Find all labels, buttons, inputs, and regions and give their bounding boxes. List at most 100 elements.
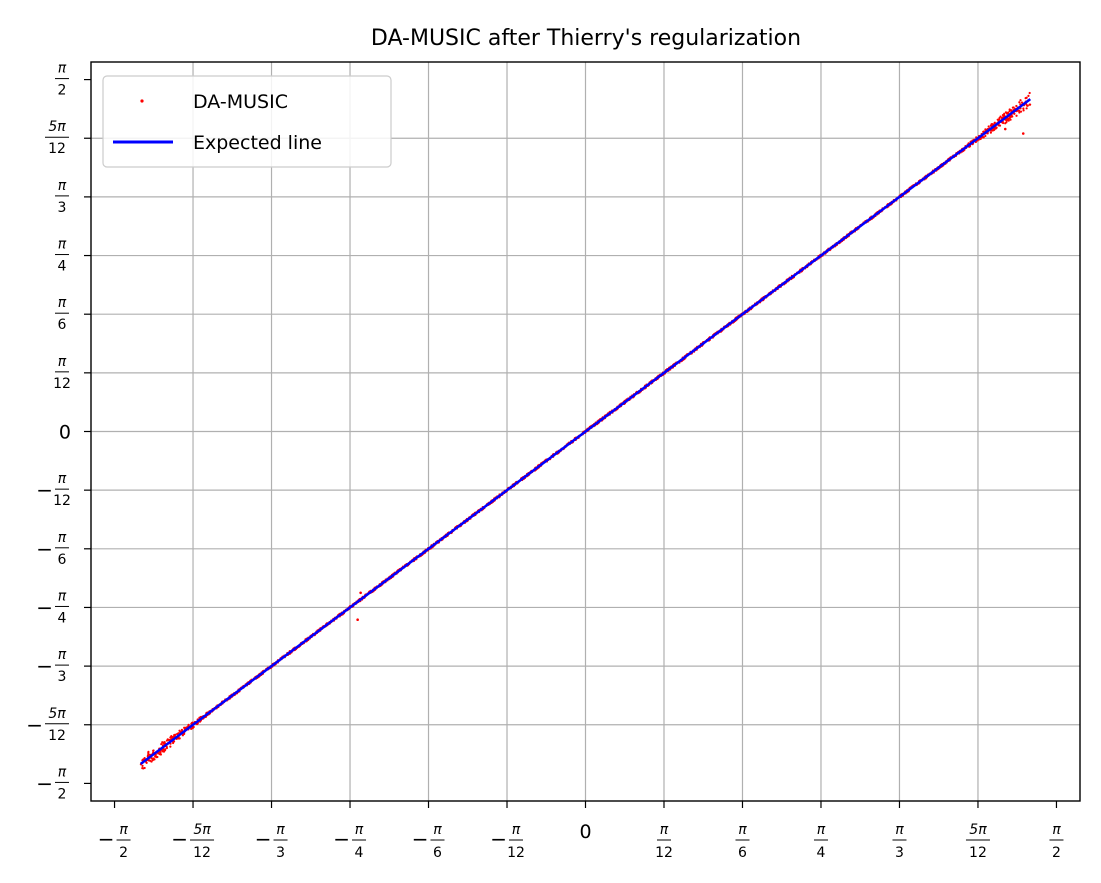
y-tick-denominator: 12: [53, 376, 71, 392]
x-tick-label-neg-pi-over-4: − π 4: [333, 822, 367, 861]
scatter-point: [1018, 111, 1021, 114]
scatter-point: [1026, 104, 1029, 107]
scatter-point: [152, 749, 155, 752]
x-tick-numerator: 5π: [969, 822, 987, 838]
x-tick-denominator: 3: [895, 845, 904, 861]
x-tick-denominator: 12: [969, 845, 987, 861]
scatter-point: [163, 749, 167, 752]
y-tick-denominator: 6: [58, 317, 67, 333]
y-tick-label-pi-over-2: π2: [55, 61, 69, 99]
scatter-point: [147, 753, 150, 756]
scatter-point: [1004, 111, 1008, 114]
scatter-point: [984, 128, 987, 131]
chart-title: DA-MUSIC after Thierry's regularization: [371, 26, 801, 51]
y-tick-denominator: 3: [58, 200, 67, 216]
y-tick-numerator: π: [58, 471, 67, 487]
scatter-point-outlier: [356, 618, 359, 621]
scatter-point: [1028, 91, 1031, 95]
x-tick-minus: −: [333, 827, 350, 851]
scatter-point: [142, 767, 145, 770]
x-tick-denominator: 12: [655, 845, 673, 861]
scatter-point: [176, 732, 179, 736]
x-tick-denominator: 4: [355, 845, 364, 861]
y-tick-numerator: π: [58, 295, 67, 311]
scatter-point-outlier: [1003, 127, 1007, 131]
scatter-point: [1006, 111, 1010, 114]
scatter-point: [1019, 99, 1022, 102]
y-tick-numerator: π: [58, 530, 67, 546]
x-tick-denominator: 3: [276, 845, 285, 861]
scatter-point: [191, 726, 195, 729]
scatter-point: [1012, 106, 1015, 109]
y-tick-denominator: 6: [58, 552, 67, 568]
y-tick-numerator: π: [58, 237, 67, 253]
y-tick-label-pi-over-3: π3: [55, 178, 69, 216]
scatter-point: [159, 751, 162, 754]
y-tick-label-pi-over-12: π 12: [53, 354, 71, 392]
scatter-point: [990, 123, 993, 126]
y-tick-numerator: π: [58, 178, 67, 194]
scatter-point: [169, 745, 172, 748]
y-tick-label-pi-over-6: π6: [55, 295, 69, 333]
x-tick-numerator: 5π: [193, 822, 211, 838]
x-tick-denominator: 2: [119, 845, 128, 861]
scatter-point: [989, 131, 992, 134]
scatter-point: [152, 757, 155, 760]
scatter-point: [1003, 114, 1006, 117]
scatter-point: [178, 737, 181, 740]
x-tick-denominator: 4: [817, 845, 826, 861]
y-tick-denominator: 12: [48, 728, 66, 744]
x-tick-label-pi-over-3: π3: [892, 822, 907, 861]
y-tick-minus: −: [36, 537, 53, 561]
x-tick-numerator: π: [738, 822, 747, 838]
legend-label-expected-line: Expected line: [193, 132, 322, 154]
y-tick-denominator: 4: [58, 610, 67, 626]
y-tick-denominator: 4: [58, 259, 67, 275]
scatter-point: [1007, 118, 1010, 121]
scatter-point: [984, 134, 987, 138]
scatter-point: [1019, 110, 1023, 113]
y-tick-minus: −: [26, 713, 43, 737]
scatter-point: [982, 136, 985, 139]
x-tick-denominator: 12: [507, 845, 525, 861]
scatter-point: [143, 757, 146, 760]
y-tick-numerator: π: [58, 647, 67, 663]
plot-data: [139, 91, 1032, 770]
x-tick-numerator: π: [1052, 822, 1061, 838]
x-tick-label-pi-over-12: π 12: [655, 822, 673, 861]
scatter-point: [1018, 101, 1021, 104]
x-tick-minus: −: [490, 827, 507, 851]
scatter-point: [999, 115, 1002, 118]
x-tick-numerator: π: [512, 822, 521, 838]
legend-box: [102, 75, 392, 168]
x-tick-label-pi-over-2: π2: [1049, 822, 1064, 861]
scatter-point: [161, 741, 164, 744]
scatter-point: [166, 738, 169, 741]
x-tick-denominator: 6: [433, 845, 442, 861]
scatter-point: [148, 759, 152, 762]
x-tick-label-pi-over-6: π6: [735, 822, 750, 861]
x-tick-label-neg-pi-over-12: − π 12: [490, 822, 525, 861]
x-tick-minus: −: [171, 827, 188, 851]
x-tick-numerator: π: [660, 822, 669, 838]
y-tick-numerator: 5π: [48, 119, 66, 135]
x-tick-minus: −: [255, 827, 272, 851]
x-tick-denominator: 6: [738, 845, 747, 861]
y-tick-minus: −: [36, 478, 53, 502]
scatter-point: [187, 723, 190, 726]
y-tick-denominator: 3: [58, 669, 67, 685]
x-tick-label-neg-pi-over-2: − π 2: [98, 822, 131, 861]
x-tick-label-neg-5pi-over-12: −5π 12: [171, 822, 215, 861]
y-tick-denominator: 2: [58, 786, 67, 802]
y-tick-label-pi-over-4: π4: [55, 237, 69, 275]
scatter-point: [998, 124, 1002, 127]
legend-scatter-marker: [140, 99, 144, 103]
scatter-point: [163, 741, 166, 744]
scatter-point: [147, 750, 150, 753]
y-tick-minus: −: [36, 771, 53, 795]
y-tick-numerator: π: [58, 764, 67, 780]
legend: DA-MUSIC Expected line: [102, 75, 392, 168]
